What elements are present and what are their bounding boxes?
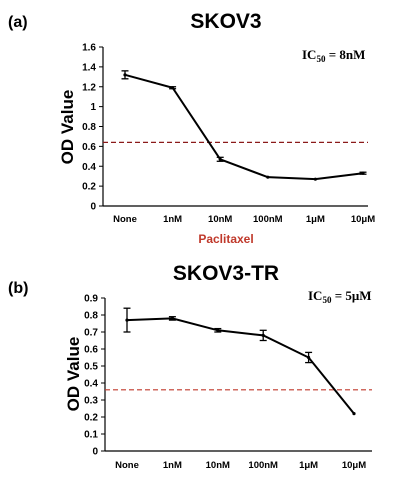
- chart-title-b: SKOV3-TR: [173, 262, 279, 285]
- y-tick-label: 0.5: [84, 362, 98, 373]
- data-point: [216, 328, 220, 332]
- error-bars-b: [123, 307, 356, 416]
- x-tick-label: 10μM: [342, 460, 366, 471]
- data-point: [171, 86, 175, 90]
- y-tick-label: 0.6: [82, 142, 96, 153]
- x-tick-label: 100nM: [253, 214, 283, 225]
- y-tick-label: 1.6: [82, 43, 96, 54]
- data-point: [352, 412, 356, 416]
- data-point: [123, 73, 127, 77]
- y-axis-label-a: OD Value: [58, 90, 77, 165]
- chart-a: (a) SKOV3 IC50 = 8nM OD Value 0 0.2 0.4 0.6…: [8, 10, 375, 246]
- data-point: [170, 316, 174, 320]
- y-tick-label: 0.8: [84, 311, 98, 322]
- y-tick-label: 0.8: [82, 122, 96, 133]
- data-point: [125, 318, 129, 322]
- x-tick-label: None: [115, 460, 139, 471]
- ic50-annotation-b: IC50 = 5μM: [308, 288, 372, 305]
- panel-label-a: (a): [8, 14, 28, 31]
- y-tick-label: 0.1: [84, 430, 98, 441]
- data-series-line-b: [126, 317, 355, 415]
- data-point: [307, 355, 311, 360]
- x-tick-label: 1nM: [163, 460, 182, 471]
- chart-title-a: SKOV3: [190, 10, 261, 33]
- x-tick-label: 1μM: [299, 460, 318, 471]
- y-ticks-b: 0 0.1 0.2 0.3 0.4 0.5 0.6 0.7 0.8 0.9: [84, 294, 105, 458]
- x-axis-label-a: Paclitaxel: [198, 232, 253, 246]
- y-tick-label: 0.2: [82, 182, 96, 193]
- y-tick-label: 0.2: [84, 413, 98, 424]
- x-tick-label: None: [113, 214, 137, 225]
- y-ticks-a: 0 0.2 0.4 0.6 0.8 1 1.2 1.4 1.6: [82, 43, 103, 213]
- x-tick-label: 1nM: [163, 214, 182, 225]
- panel-label-b: (b): [8, 280, 28, 297]
- y-tick-label: 0.6: [84, 345, 98, 356]
- data-point: [261, 333, 265, 337]
- y-tick-label: 0: [90, 202, 96, 213]
- data-point: [266, 175, 270, 179]
- x-tick-label: 100nM: [248, 460, 278, 471]
- chart-b: (b) SKOV3-TR IC50 = 5μM OD Value 0 0.1 0.2…: [8, 262, 372, 471]
- y-tick-label: 1.2: [82, 82, 96, 93]
- x-tick-label: 10nM: [206, 460, 230, 471]
- y-tick-label: 0.7: [84, 328, 98, 339]
- data-point: [313, 177, 317, 181]
- y-tick-label: 0: [92, 447, 98, 458]
- y-tick-label: 0.4: [82, 162, 96, 173]
- y-axis-label-b: OD Value: [64, 337, 83, 412]
- error-bars-a: [121, 70, 367, 181]
- y-tick-label: 0.3: [84, 396, 98, 407]
- x-tick-label: 10μM: [351, 214, 375, 225]
- y-tick-label: 0.4: [84, 379, 98, 390]
- y-tick-label: 0.9: [84, 294, 98, 305]
- data-point: [218, 157, 222, 161]
- y-tick-label: 1.4: [82, 62, 96, 73]
- x-tick-label: 1μM: [306, 214, 325, 225]
- data-point: [361, 171, 365, 175]
- y-tick-label: 1: [90, 102, 96, 113]
- x-tick-label: 10nM: [208, 214, 232, 225]
- x-ticks-a: None 1nM 10nM 100nM 1μM 10μM: [113, 214, 375, 225]
- x-ticks-b: None 1nM 10nM 100nM 1μM 10μM: [115, 460, 366, 471]
- ic50-annotation-a: IC50 = 8nM: [302, 47, 365, 64]
- data-series-line-a: [124, 73, 364, 181]
